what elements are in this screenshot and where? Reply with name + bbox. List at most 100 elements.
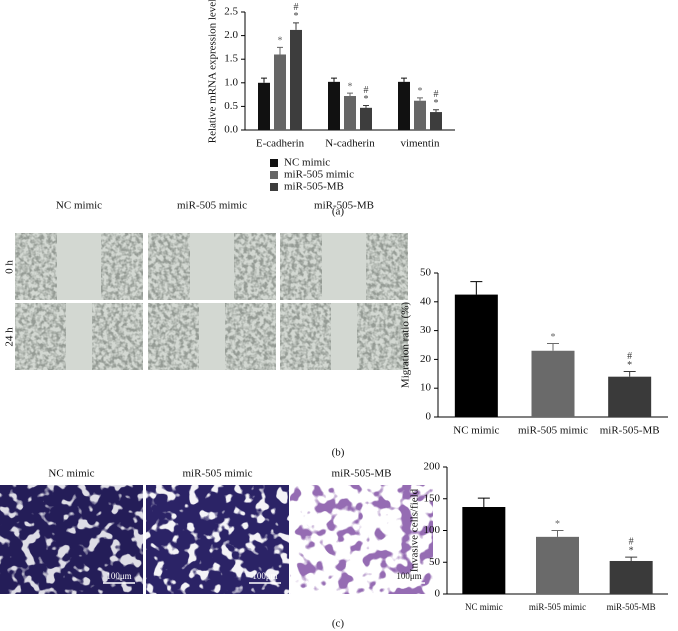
- error-bar: [470, 281, 483, 295]
- significance: *: [294, 11, 299, 22]
- significance: *: [627, 360, 632, 371]
- cells: [101, 233, 143, 300]
- bar: [414, 100, 426, 130]
- significance: *: [555, 519, 560, 530]
- x-tick-label: NC mimic: [465, 602, 503, 612]
- y-tick-label: 20: [420, 353, 432, 365]
- cells: [148, 233, 190, 300]
- y-tick-label: 150: [424, 492, 441, 504]
- significance: *: [629, 545, 634, 556]
- cells: [92, 303, 143, 370]
- row-label: 0 h: [4, 260, 16, 274]
- bar: [608, 376, 652, 417]
- y-tick-label: 2.0: [224, 29, 238, 41]
- x-tick-label: miR-505 mimic: [529, 602, 586, 612]
- legend-swatch: [270, 183, 278, 191]
- scale-bar-label: 100μm: [252, 571, 277, 581]
- significance: *: [418, 86, 423, 97]
- x-tick-label: E-cadherin: [256, 138, 305, 150]
- bar: [344, 96, 356, 130]
- cells: [290, 485, 433, 594]
- significance: *: [278, 36, 283, 47]
- bar: [290, 29, 302, 130]
- bar: [609, 560, 653, 594]
- x-tick-label: N-cadherin: [325, 138, 375, 150]
- error-bar: [551, 530, 564, 537]
- bar: [360, 107, 372, 130]
- error-bar: [347, 92, 353, 97]
- significance: *: [434, 98, 439, 109]
- legend-label: miR-505 mimic: [284, 169, 354, 181]
- y-tick-label: 30: [420, 324, 432, 336]
- error-bar: [417, 97, 423, 101]
- bar: [258, 82, 270, 130]
- significance: *: [348, 81, 353, 92]
- column-label: miR-505-MB: [332, 468, 392, 480]
- y-tick-label: 0: [435, 588, 441, 600]
- y-tick-label: 50: [420, 267, 432, 279]
- column-label: miR-505 mimic: [183, 468, 253, 480]
- panel-label: (b): [332, 447, 345, 459]
- x-tick-label: NC mimic: [453, 425, 499, 437]
- significance: *: [551, 332, 556, 343]
- cells: [280, 233, 322, 300]
- error-bar: [623, 370, 636, 377]
- bar: [430, 112, 442, 130]
- y-tick-label: 50: [429, 556, 441, 568]
- cells: [357, 303, 408, 370]
- y-tick-label: 0.0: [224, 124, 238, 136]
- error-bar: [547, 343, 559, 351]
- y-axis-label: Invasive cells/field: [409, 488, 421, 572]
- error-bar: [277, 46, 283, 55]
- cells: [280, 303, 331, 370]
- panel-label: (c): [332, 618, 345, 630]
- y-tick-label: 40: [420, 295, 432, 307]
- x-tick-label: vimentin: [400, 138, 440, 150]
- bar: [536, 536, 579, 594]
- significance: #: [434, 89, 439, 100]
- cells: [225, 303, 276, 370]
- cells: [0, 485, 143, 594]
- cells: [366, 233, 408, 300]
- significance: #: [294, 2, 299, 13]
- y-tick-label: 1.0: [224, 76, 238, 88]
- column-label: NC mimic: [56, 200, 102, 212]
- y-tick-label: 200: [424, 461, 441, 473]
- bar: [274, 54, 286, 131]
- y-axis-label: Migration ratio (%): [400, 302, 412, 388]
- y-tick-label: 2.5: [224, 6, 238, 18]
- bar: [462, 507, 506, 594]
- x-tick-label: miR-505-MB: [607, 602, 656, 612]
- panel-label: (a): [332, 206, 345, 218]
- column-label: miR-505-MB: [314, 200, 374, 212]
- scale-bar-label: 100μm: [106, 571, 131, 581]
- error-bar: [331, 77, 337, 82]
- error-bar: [363, 104, 369, 108]
- cells: [234, 233, 276, 300]
- y-tick-label: 0: [426, 411, 432, 423]
- legend-swatch: [270, 159, 278, 167]
- row-label: 24 h: [4, 327, 16, 347]
- cells: [148, 303, 199, 370]
- bar: [454, 294, 498, 417]
- error-bar: [261, 77, 267, 83]
- y-tick-label: 1.5: [224, 53, 238, 65]
- column-label: NC mimic: [48, 468, 94, 480]
- y-tick-label: 10: [420, 382, 432, 394]
- significance: #: [629, 536, 634, 547]
- cells: [146, 485, 289, 594]
- error-bar: [401, 77, 407, 82]
- scale-bar-label: 100μm: [396, 571, 421, 581]
- x-tick-label: miR-505-MB: [600, 425, 660, 437]
- legend-label: miR-505-MB: [284, 181, 344, 193]
- cells: [15, 303, 66, 370]
- legend-label: NC mimic: [284, 157, 330, 169]
- x-tick-label: miR-505 mimic: [518, 425, 588, 437]
- y-tick-label: 100: [424, 524, 441, 536]
- bar: [398, 81, 410, 130]
- significance: *: [364, 94, 369, 105]
- column-label: miR-505 mimic: [177, 200, 247, 212]
- error-bar: [477, 497, 490, 508]
- bar: [531, 350, 575, 417]
